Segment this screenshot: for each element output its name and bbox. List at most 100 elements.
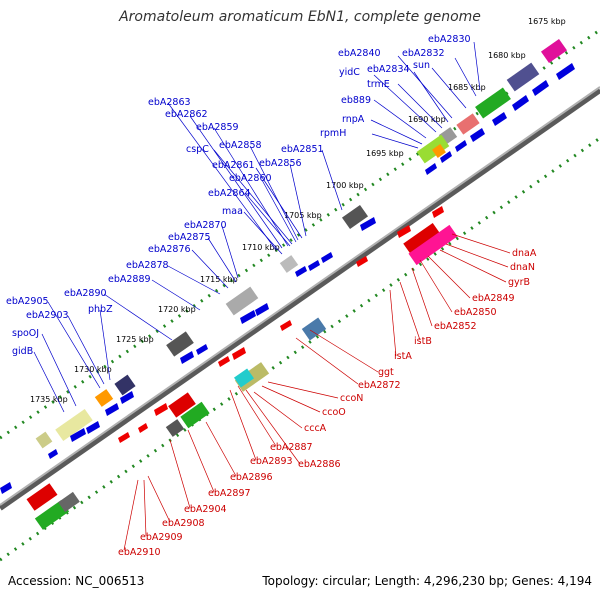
- forward-guide-line: [0, 28, 600, 440]
- gene-label: rnpA: [342, 114, 365, 125]
- gene-label: gyrB: [508, 277, 530, 288]
- gene-arrow: [232, 347, 246, 360]
- gene-label: dnaA: [512, 248, 537, 259]
- gene-label: ebA2870: [184, 220, 227, 231]
- gene-label: ebA2840: [338, 48, 381, 59]
- gene-label: rpmH: [320, 128, 346, 139]
- gene-arrow: [556, 63, 575, 80]
- gene-label: ebA2875: [168, 232, 211, 243]
- forward-gene-labels: [33, 41, 481, 413]
- feature-block: [456, 113, 480, 135]
- gene-arrow: [492, 112, 507, 126]
- gene-arrow: [470, 128, 485, 142]
- gene-label: ebA2890: [64, 288, 107, 299]
- gene-label: ebA2889: [108, 274, 151, 285]
- feature-block: [168, 392, 196, 418]
- reverse-gene-leaders: [123, 233, 511, 551]
- gene-label: ebA2876: [148, 244, 191, 255]
- gene-arrow: [432, 206, 444, 218]
- gene-label: sun: [413, 60, 430, 71]
- gene-label: dnaN: [510, 262, 535, 273]
- gene-label: ebA2905: [6, 296, 49, 307]
- gene-label: ebA2832: [402, 48, 445, 59]
- gene-label: spoOJ: [12, 328, 39, 339]
- gene-label: ebA2878: [126, 260, 169, 271]
- kbp-label: 1680 kbp: [488, 51, 526, 60]
- kbp-label: 1730 kbp: [74, 365, 112, 374]
- feature-block: [403, 222, 441, 256]
- kbp-label: 1720 kbp: [158, 305, 196, 314]
- gene-arrow: [532, 80, 549, 96]
- gene-label: ebA2850: [454, 307, 497, 318]
- gene-label: ccoN: [340, 393, 363, 404]
- gene-label: ebA2893: [250, 456, 293, 467]
- feature-block: [55, 408, 93, 442]
- gene-label: ebA2897: [208, 488, 251, 499]
- gene-label: ebA2849: [472, 293, 515, 304]
- reverse-guide-line: [0, 136, 600, 562]
- gene-arrow: [86, 421, 100, 434]
- accession-label: Accession: NC_006513: [8, 574, 145, 588]
- gene-label: ebA2886: [298, 459, 341, 470]
- feature-block: [234, 368, 254, 388]
- feature-block: [166, 331, 194, 357]
- gene-arrow: [356, 256, 368, 267]
- gene-label: ccoO: [322, 407, 346, 418]
- gene-arrow: [138, 423, 148, 433]
- gene-arrow: [196, 344, 208, 355]
- gene-label: ebA2903: [26, 310, 69, 321]
- gene-arrow: [218, 356, 230, 367]
- kbp-label: 1675 kbp: [528, 17, 566, 26]
- forward-gene-label-texts: ebA2830 ebA2832 sun ebA2840 ebA2834 yidC…: [6, 34, 471, 357]
- genome-summary: Topology: circular; Length: 4,296,230 bp…: [262, 574, 592, 588]
- feature-block: [225, 286, 259, 316]
- gene-label: gidB: [12, 346, 33, 357]
- gene-label: phbZ: [88, 304, 113, 315]
- kbp-label: 1685 kbp: [448, 83, 486, 92]
- feature-block: [58, 491, 80, 513]
- gene-label: ebA2909: [140, 532, 183, 543]
- kbp-label: 1705 kbp: [284, 211, 322, 220]
- forward-feature-blocks: [35, 38, 568, 449]
- gene-arrow: [397, 225, 411, 238]
- gene-label: ebA2830: [428, 34, 471, 45]
- feature-block: [279, 255, 299, 273]
- gene-arrow: [105, 403, 119, 416]
- gene-label: ebA2910: [118, 547, 161, 558]
- gene-arrow: [321, 252, 333, 263]
- gene-arrow: [240, 310, 256, 324]
- kbp-label: 1695 kbp: [366, 149, 404, 158]
- gene-arrow: [255, 303, 269, 316]
- kbp-label: 1690 kbp: [408, 115, 446, 124]
- gene-label: ebA2851: [281, 144, 324, 155]
- kbp-scale: 1675 kbp 1680 kbp 1685 kbp 1690 kbp 1695…: [30, 17, 566, 404]
- gene-label: cccA: [304, 423, 327, 434]
- gene-arrow: [0, 482, 12, 494]
- feature-block: [301, 317, 327, 341]
- gene-label: istA: [394, 351, 412, 362]
- gene-arrow: [360, 217, 376, 231]
- gene-arrow: [280, 320, 292, 331]
- gene-label: ebA2887: [270, 442, 313, 453]
- gene-arrow: [120, 391, 134, 404]
- feature-block: [408, 224, 458, 266]
- gene-label: ebA2861: [212, 160, 255, 171]
- gene-arrow: [512, 95, 529, 111]
- gene-label: ebA2896: [230, 472, 273, 483]
- feature-block: [416, 134, 450, 164]
- feature-block: [432, 144, 446, 158]
- genome-backbone: [0, 87, 600, 511]
- gene-arrow: [154, 403, 168, 416]
- gene-label: istB: [414, 336, 432, 347]
- gene-label: ebA2856: [259, 158, 302, 169]
- kbp-label: 1735 kbp: [30, 395, 68, 404]
- gene-label: ebA2834: [367, 64, 410, 75]
- gene-label: ebA2904: [184, 504, 227, 515]
- feature-block: [26, 483, 58, 511]
- reverse-gene-arrows: [118, 206, 444, 443]
- gene-label: ebA2872: [358, 380, 401, 391]
- reverse-gene-label-texts: dnaA dnaN gyrB ebA2849 ebA2850 istB ebA2…: [118, 248, 537, 558]
- feature-block: [114, 374, 136, 396]
- gene-arrow: [455, 140, 467, 152]
